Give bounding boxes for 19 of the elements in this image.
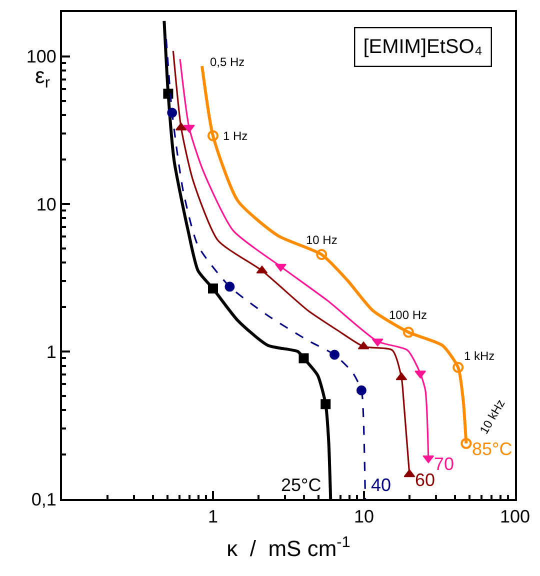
series-label: 70 [434, 454, 454, 474]
annotation: 10 Hz [306, 233, 338, 247]
y-tick-label: 10 [36, 194, 56, 214]
annotation: 10 kHz [476, 397, 508, 436]
y-tick-label: 1 [46, 342, 56, 362]
annotation: 1 Hz [223, 129, 248, 143]
x-tick-label: 1 [208, 506, 218, 527]
x-axis-title: κ / mS cm$^{-1}$ [226, 534, 350, 561]
series-label: 40 [371, 475, 392, 495]
annotation: 100 Hz [389, 308, 428, 322]
x-tick-label: 100 [500, 506, 530, 527]
text: [EMIM]EtSO₄ [363, 36, 482, 58]
annotation: 1 kHz [464, 349, 495, 363]
y-tick-label: 0,1 [31, 489, 56, 510]
series-label: 25°C [281, 475, 322, 495]
annotation: 0,5 Hz [210, 55, 245, 69]
series-label: 60 [415, 470, 436, 490]
x-tick-label: 10 [354, 506, 374, 527]
series-label: 85°C [472, 439, 512, 459]
